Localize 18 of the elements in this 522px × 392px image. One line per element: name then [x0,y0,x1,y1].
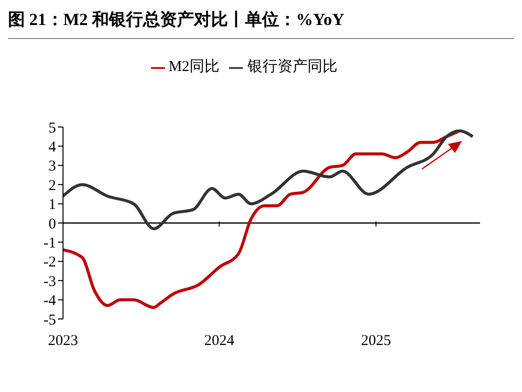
y-tick-label: 1 [48,197,56,214]
y-tick-label: 4 [48,140,56,156]
chart-title: 图 21：M2 和银行总资产对比丨单位：%YoY [8,8,514,39]
y-tick-label: -1 [44,236,56,252]
x-tick-label: 2025 [360,333,391,349]
y-tick-label: 2 [48,178,56,194]
legend-label: M2同比 [168,59,220,75]
y-tick-label: 3 [48,158,56,175]
x-tick-label: 2024 [204,333,235,349]
y-tick-label: -2 [44,254,56,271]
y-tick-label: 5 [48,120,56,136]
y-tick-label: -4 [44,293,56,310]
y-tick-label: -3 [44,274,56,290]
y-tick-label: -5 [44,312,56,328]
x-tick-label: 2023 [48,333,78,349]
legend-label: 银行资产同比 [247,59,338,75]
y-tick-label: 0 [48,216,56,232]
line-series [63,129,474,230]
